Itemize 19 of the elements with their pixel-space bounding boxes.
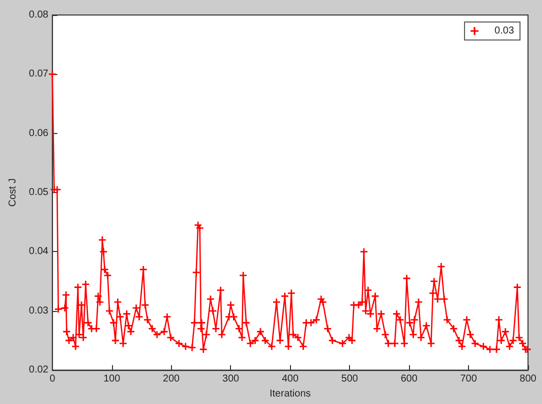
y-tick-label: 0.02 bbox=[28, 364, 49, 376]
legend-label: 0.03 bbox=[494, 26, 514, 36]
x-axis-title: Iterations bbox=[270, 388, 311, 400]
x-tick-label: 300 bbox=[222, 374, 240, 385]
y-axis-title: Cost J bbox=[8, 178, 18, 207]
x-tick-label: 600 bbox=[400, 374, 418, 385]
y-tick-label: 0.03 bbox=[28, 305, 49, 316]
x-tick-label: 800 bbox=[520, 374, 537, 385]
x-tick-label: 500 bbox=[341, 374, 358, 385]
x-tick-label: 200 bbox=[162, 374, 180, 385]
y-tick-label: 0.08 bbox=[28, 10, 49, 20]
x-tick-label: 400 bbox=[282, 374, 299, 385]
x-tick-label: 700 bbox=[460, 374, 478, 385]
y-tick-label: 0.07 bbox=[28, 68, 49, 80]
x-tick-label: 100 bbox=[103, 374, 121, 385]
y-tick-label: 0.04 bbox=[28, 246, 49, 258]
x-tick-label: 0 bbox=[50, 374, 56, 385]
y-tick-label: 0.05 bbox=[28, 187, 49, 198]
y-tick-label: 0.06 bbox=[28, 128, 49, 139]
